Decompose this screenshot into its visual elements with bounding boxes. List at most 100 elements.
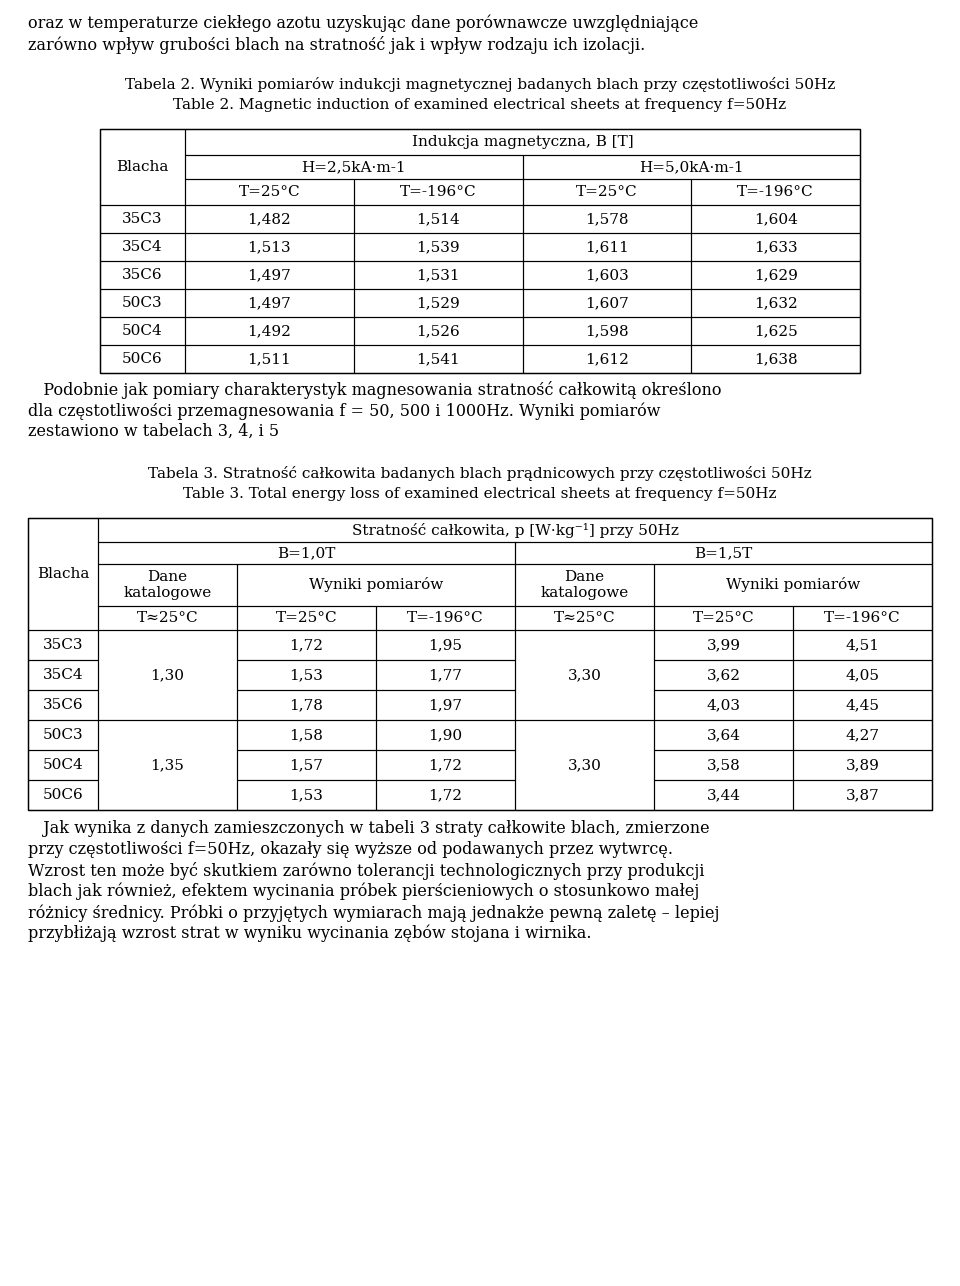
- Text: B=1,5T: B=1,5T: [694, 547, 753, 559]
- Bar: [376, 781, 515, 810]
- Text: 50C3: 50C3: [42, 728, 84, 742]
- Text: T=25°C: T=25°C: [239, 185, 300, 199]
- Text: T=-196°C: T=-196°C: [407, 611, 484, 625]
- Text: 1,58: 1,58: [290, 728, 324, 742]
- Bar: [515, 606, 654, 630]
- Bar: [793, 630, 932, 660]
- Text: 3,99: 3,99: [707, 638, 740, 652]
- Text: H=5,0kA·m-1: H=5,0kA·m-1: [639, 159, 744, 174]
- Bar: [691, 345, 860, 373]
- Bar: [353, 345, 522, 373]
- Bar: [185, 179, 353, 204]
- Text: 35C4: 35C4: [42, 667, 84, 682]
- Text: 1,526: 1,526: [417, 324, 460, 338]
- Text: 4,05: 4,05: [846, 667, 879, 682]
- Bar: [793, 781, 932, 810]
- Bar: [237, 691, 376, 720]
- Text: 1,612: 1,612: [585, 352, 629, 367]
- Bar: [98, 541, 515, 565]
- Bar: [691, 179, 860, 204]
- Text: 1,578: 1,578: [586, 212, 629, 226]
- Bar: [691, 289, 860, 318]
- Bar: [691, 233, 860, 261]
- Bar: [100, 233, 185, 261]
- Text: 4,03: 4,03: [707, 698, 740, 712]
- Bar: [376, 606, 515, 630]
- Bar: [522, 318, 691, 345]
- Text: 3,89: 3,89: [846, 757, 879, 772]
- Bar: [353, 289, 522, 318]
- Bar: [376, 720, 515, 750]
- Text: Table 2. Magnetic induction of examined electrical sheets at frequency f=50Hz: Table 2. Magnetic induction of examined …: [174, 98, 786, 112]
- Bar: [522, 233, 691, 261]
- Bar: [515, 720, 654, 810]
- Text: zarówno wpływ grubości blach na stratność jak i wpływ rodzaju ich izolacji.: zarówno wpływ grubości blach na stratnoś…: [28, 36, 645, 54]
- Text: 3,87: 3,87: [846, 788, 879, 802]
- Text: przy częstotliwości f=50Hz, okazały się wyższe od podawanych przez wytwrcę.: przy częstotliwości f=50Hz, okazały się …: [28, 841, 673, 858]
- Bar: [691, 318, 860, 345]
- Bar: [28, 781, 98, 810]
- Bar: [100, 345, 185, 373]
- Bar: [237, 565, 515, 606]
- Text: Tabela 2. Wyniki pomiarów indukcji magnetycznej badanych blach przy częstotliwoś: Tabela 2. Wyniki pomiarów indukcji magne…: [125, 77, 835, 93]
- Bar: [793, 691, 932, 720]
- Bar: [353, 233, 522, 261]
- Text: 1,598: 1,598: [585, 324, 629, 338]
- Bar: [185, 233, 353, 261]
- Text: 1,497: 1,497: [248, 296, 291, 310]
- Bar: [691, 261, 860, 289]
- Text: Dane
katalogowe: Dane katalogowe: [540, 570, 629, 601]
- Text: 1,72: 1,72: [428, 788, 463, 802]
- Text: zestawiono w tabelach 3, 4, i 5: zestawiono w tabelach 3, 4, i 5: [28, 423, 279, 440]
- Bar: [100, 289, 185, 318]
- Text: 3,64: 3,64: [707, 728, 740, 742]
- Text: 4,51: 4,51: [846, 638, 879, 652]
- Text: Blacha: Blacha: [36, 567, 89, 581]
- Bar: [793, 606, 932, 630]
- Text: 1,95: 1,95: [428, 638, 463, 652]
- Text: 3,30: 3,30: [567, 667, 601, 682]
- Bar: [98, 606, 237, 630]
- Text: 3,44: 3,44: [707, 788, 740, 802]
- Bar: [28, 691, 98, 720]
- Bar: [654, 720, 793, 750]
- Bar: [185, 261, 353, 289]
- Text: 1,607: 1,607: [585, 296, 629, 310]
- Text: 1,611: 1,611: [585, 240, 629, 255]
- Text: dla częstotliwości przemagnesowania f = 50, 500 i 1000Hz. Wyniki pomiarów: dla częstotliwości przemagnesowania f = …: [28, 403, 660, 419]
- Text: 50C6: 50C6: [42, 788, 84, 802]
- Text: Tabela 3. Stratność całkowita badanych blach prądnicowych przy częstotliwości 50: Tabela 3. Stratność całkowita badanych b…: [148, 466, 812, 481]
- Text: 1,97: 1,97: [428, 698, 463, 712]
- Text: 1,633: 1,633: [754, 240, 798, 255]
- Bar: [185, 129, 860, 156]
- Bar: [28, 518, 98, 630]
- Bar: [522, 204, 691, 233]
- Text: 1,90: 1,90: [428, 728, 463, 742]
- Bar: [515, 565, 654, 606]
- Text: 35C3: 35C3: [43, 638, 84, 652]
- Bar: [654, 630, 793, 660]
- Bar: [28, 518, 932, 810]
- Bar: [654, 781, 793, 810]
- Text: 1,53: 1,53: [290, 667, 324, 682]
- Bar: [28, 660, 98, 691]
- Bar: [654, 691, 793, 720]
- Bar: [100, 204, 185, 233]
- Text: 50C4: 50C4: [42, 757, 84, 772]
- Bar: [237, 630, 376, 660]
- Bar: [353, 261, 522, 289]
- Bar: [237, 720, 376, 750]
- Bar: [185, 289, 353, 318]
- Text: różnicy średnicy. Próbki o przyjętych wymiarach mają jednakże pewną zaletę – lep: różnicy średnicy. Próbki o przyjętych wy…: [28, 904, 719, 922]
- Bar: [793, 660, 932, 691]
- Bar: [376, 750, 515, 781]
- Text: Podobnie jak pomiary charakterystyk magnesowania stratność całkowitą określono: Podobnie jak pomiary charakterystyk magn…: [28, 381, 722, 399]
- Bar: [28, 750, 98, 781]
- Bar: [185, 156, 522, 179]
- Text: Stratność całkowita, p [W·kg⁻¹] przy 50Hz: Stratność całkowita, p [W·kg⁻¹] przy 50H…: [351, 522, 679, 538]
- Text: 1,539: 1,539: [417, 240, 460, 255]
- Bar: [353, 179, 522, 204]
- Text: Dane
katalogowe: Dane katalogowe: [124, 570, 211, 601]
- Text: 35C6: 35C6: [122, 267, 163, 282]
- Text: T=-196°C: T=-196°C: [825, 611, 900, 625]
